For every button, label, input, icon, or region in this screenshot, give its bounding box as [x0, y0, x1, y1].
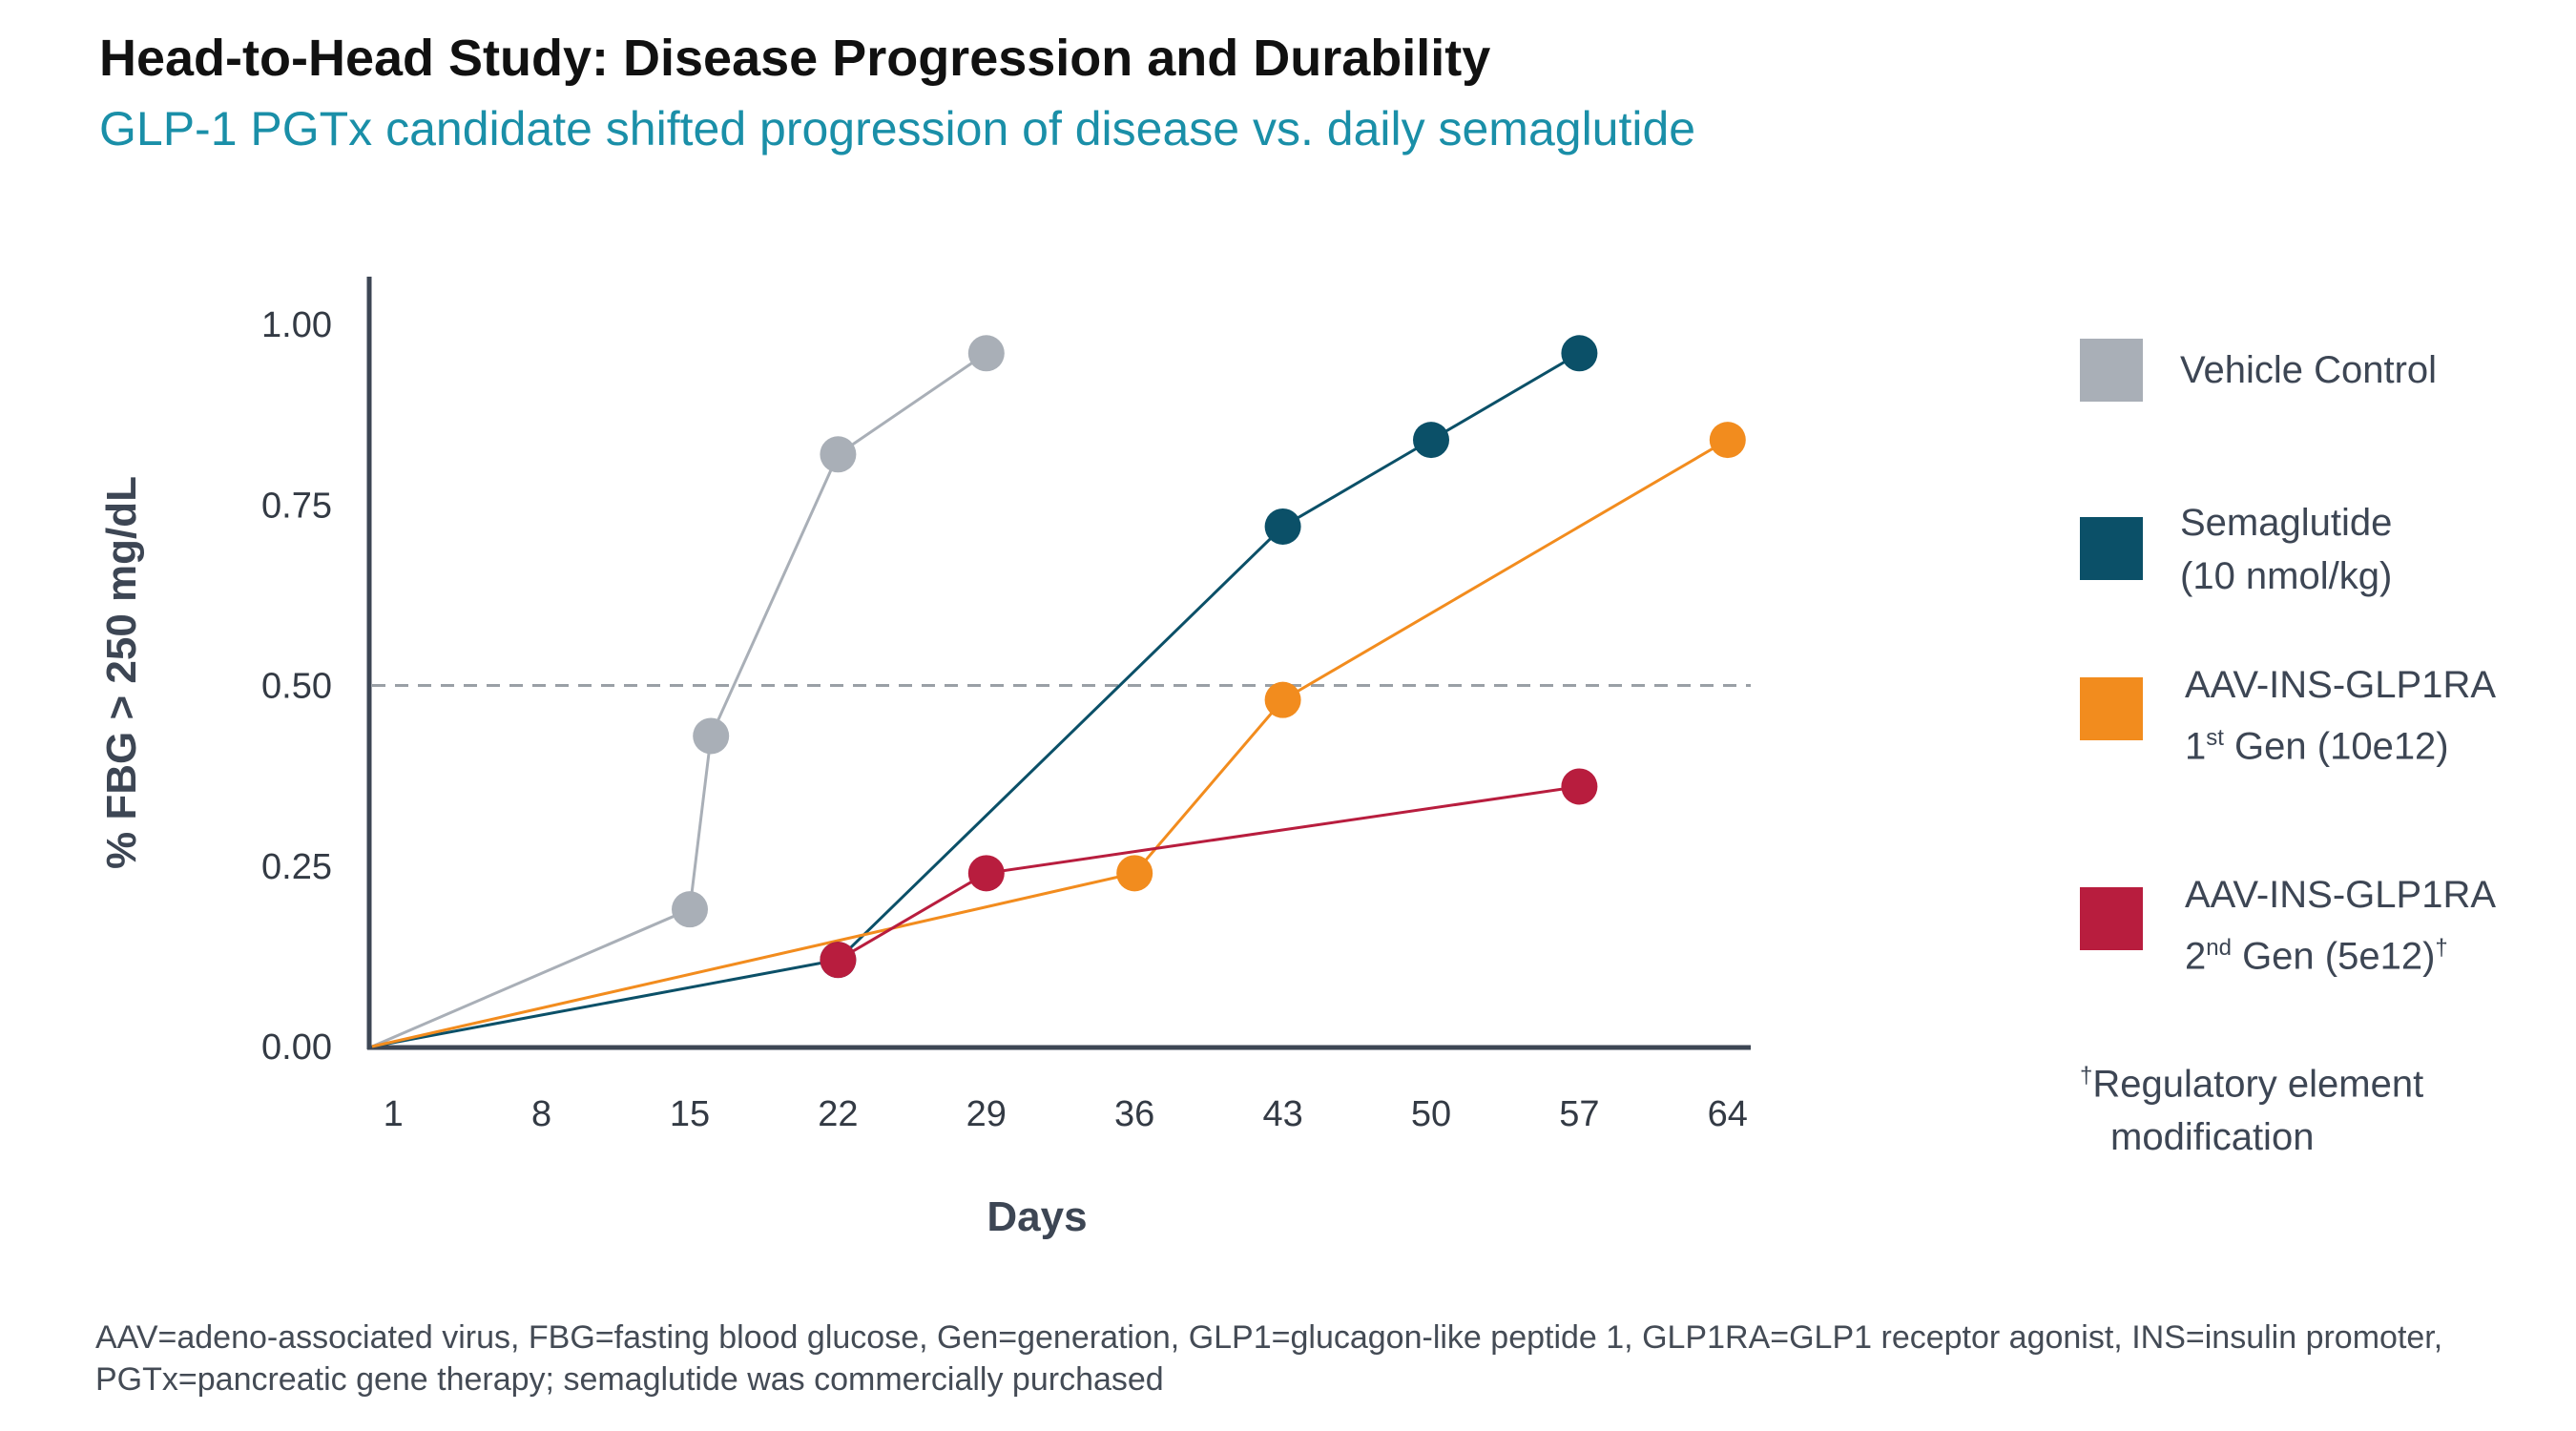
- legend-dose-gen2: 2nd Gen (5e12)†: [2185, 935, 2448, 978]
- legend-dose-gen1: 1st Gen (10e12): [2185, 725, 2449, 768]
- legend-label-vehicle: Vehicle Control: [2180, 349, 2438, 391]
- legend-swatch-gen2: [2080, 887, 2143, 950]
- dagger-footnote: †Regulatory element modification: [2080, 1049, 2423, 1164]
- series-line-vehicle-control: [371, 352, 987, 1048]
- y-axis-title: % FBG > 250 mg/dL: [98, 476, 145, 869]
- legend-label-gen1: AAV-INS-GLP1RA: [2185, 664, 2497, 706]
- data-point-aav-ins-glp1ra-2nd-gen-5e12: [820, 942, 857, 979]
- x-tick-label: 8: [531, 1094, 551, 1134]
- x-tick-label: 36: [1114, 1094, 1154, 1134]
- x-tick-label: 29: [966, 1094, 1007, 1134]
- data-point-vehicle-control: [967, 335, 1005, 372]
- legend-swatch-gen1: [2080, 677, 2143, 740]
- series-line-aav-ins-glp1ra-2nd-gen-5e12: [837, 784, 1580, 962]
- legend-label-semaglutide: Semaglutide: [2180, 502, 2393, 544]
- data-point-aav-ins-glp1ra-1st-gen-10e12: [1116, 855, 1153, 892]
- x-tick-label: 15: [670, 1094, 710, 1134]
- x-tick-label: 50: [1411, 1094, 1451, 1134]
- y-tick-label: 0.50: [261, 667, 332, 707]
- series-line-semaglutide-10-nmol-kg: [371, 351, 1581, 1048]
- x-tick-label: 57: [1559, 1094, 1599, 1134]
- data-point-semaglutide-10-nmol-kg: [1413, 422, 1449, 459]
- progression-chart: 0.00 0.25 0.50 0.75 1.00 1 8 15 22 29 36 43 50 57 64 Da…: [98, 277, 1751, 1240]
- y-tick-label: 1.00: [261, 305, 332, 345]
- x-tick-label: 43: [1262, 1094, 1302, 1134]
- series-line-aav-ins-glp1ra-1st-gen-10e12: [371, 438, 1729, 1048]
- abbreviations-footnote: AAV=adeno-associated virus, FBG=fasting …: [95, 1319, 2443, 1398]
- data-point-vehicle-control: [820, 436, 857, 473]
- data-point-aav-ins-glp1ra-1st-gen-10e12: [1709, 422, 1746, 459]
- data-point-aav-ins-glp1ra-2nd-gen-5e12: [1561, 768, 1598, 805]
- y-tick-label: 0.00: [261, 1027, 332, 1068]
- data-point-semaglutide-10-nmol-kg: [1561, 335, 1598, 372]
- page-title: Head-to-Head Study: Disease Progression …: [99, 30, 1491, 87]
- x-tick-label: 64: [1708, 1094, 1748, 1134]
- x-tick-label: 22: [818, 1094, 858, 1134]
- dagger-mark: †: [2080, 1063, 2093, 1089]
- dagger-note-line2: modification: [2110, 1116, 2315, 1159]
- legend-swatch-vehicle: [2080, 339, 2143, 402]
- x-tick-label: 1: [384, 1094, 404, 1134]
- data-point-aav-ins-glp1ra-1st-gen-10e12: [1264, 681, 1301, 718]
- data-point-semaglutide-10-nmol-kg: [1264, 508, 1301, 545]
- x-axis-title: Days: [987, 1193, 1087, 1240]
- dagger-note-line1: Regulatory element: [2092, 1063, 2424, 1106]
- data-point-vehicle-control: [672, 891, 708, 928]
- data-point-vehicle-control: [693, 717, 730, 755]
- legend-swatch-semaglutide: [2080, 517, 2143, 580]
- data-point-aav-ins-glp1ra-2nd-gen-5e12: [967, 855, 1005, 892]
- legend-dose-semaglutide: (10 nmol/kg): [2180, 555, 2393, 597]
- y-tick-label: 0.25: [261, 847, 332, 887]
- legend-label-gen2: AAV-INS-GLP1RA: [2185, 874, 2497, 916]
- y-tick-label: 0.75: [261, 486, 332, 526]
- page-subtitle: GLP-1 PGTx candidate shifted progression…: [99, 102, 1696, 156]
